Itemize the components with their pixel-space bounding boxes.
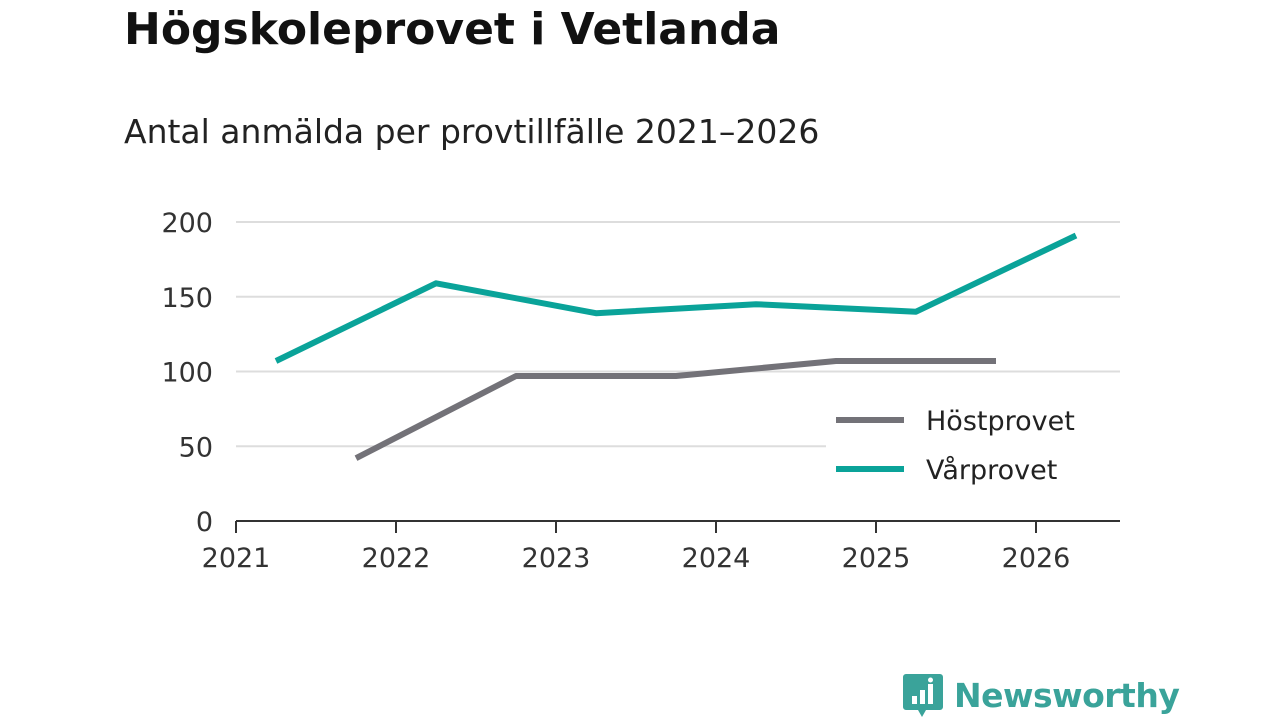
chart-title: Högskoleprovet i Vetlanda [124,4,781,55]
series-lines [274,232,1078,461]
x-tick-label: 2025 [842,543,911,574]
x-tick-label: 2026 [1002,543,1071,574]
x-tick-label: 2023 [522,543,591,574]
chart-subtitle: Antal anmälda per provtillfälle 2021–202… [124,112,820,151]
y-tick-label: 200 [161,208,213,239]
x-tick-label: 2024 [682,543,751,574]
y-tick-label: 100 [161,358,213,389]
x-tick-label: 2022 [362,543,431,574]
varprovet-line [274,232,1078,364]
legend: Höstprovet Vårprovet [826,400,1122,496]
y-tick-label: 150 [161,283,213,314]
legend-label-hostprovet: Höstprovet [926,406,1075,437]
legend-label-varprovet: Vårprovet [926,455,1057,486]
y-tick-label: 50 [179,432,213,463]
x-tick-label: 2021 [202,543,271,574]
brand-name: Newsworthy [954,675,1180,715]
newsworthy-logo: Newsworthy [902,672,1180,718]
axes: 0 50 100 150 200 2021 2022 2023 2024 2025 2026 [161,208,1120,574]
y-tick-label: 0 [196,507,213,538]
legend-background [826,400,1122,496]
newsworthy-logo-icon [903,674,943,717]
